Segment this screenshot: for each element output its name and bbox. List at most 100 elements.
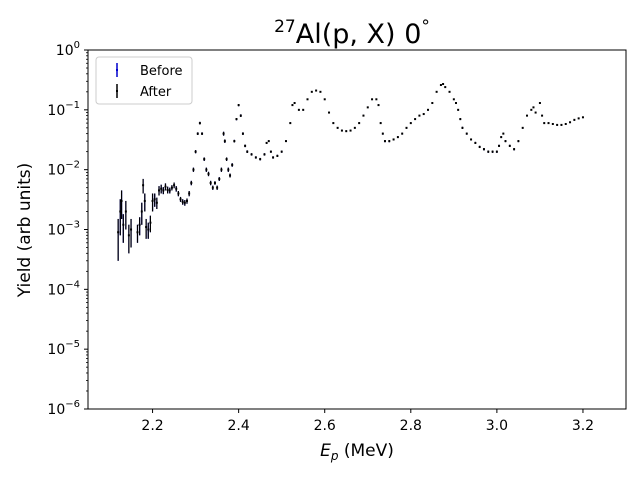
x-tick-label: 2.4 (228, 418, 250, 434)
y-tick-group: 100 10−1 10−2 10−3 10−4 10−5 10−6 (47, 40, 88, 418)
data-point (136, 231, 139, 234)
data-point (291, 104, 294, 107)
data-point (284, 140, 287, 143)
data-point (461, 126, 464, 129)
data-point (538, 102, 541, 105)
data-point (534, 111, 537, 114)
y-tick-label: 10−1 (47, 100, 80, 119)
data-point (448, 90, 451, 93)
x-tick-label: 2.2 (141, 418, 163, 434)
data-point (366, 106, 369, 109)
data-point (392, 138, 395, 141)
data-point (222, 132, 225, 135)
data-point (263, 153, 266, 156)
title-angle-unit: ° (421, 17, 430, 37)
data-point (470, 138, 473, 141)
data-point (487, 150, 490, 153)
data-point (315, 89, 318, 92)
data-point (349, 129, 352, 132)
data-point (551, 122, 554, 125)
x-tick-label: 2.6 (314, 418, 336, 434)
y-axis-label: Yield (arb units) (15, 163, 35, 299)
y-tick-label: 10−4 (47, 279, 80, 298)
data-point (310, 90, 313, 93)
data-point (532, 106, 535, 109)
data-point (302, 108, 305, 111)
data-point (160, 187, 163, 190)
data-point (213, 181, 216, 184)
data-point (211, 186, 214, 189)
data-point (119, 210, 122, 213)
data-point (569, 121, 572, 124)
data-point (289, 122, 292, 125)
data-point (246, 150, 249, 153)
x-label-symbol: E (320, 441, 331, 461)
data-point (147, 228, 150, 231)
data-point (190, 181, 193, 184)
x-tick-group: 2.2 2.4 2.6 2.8 3.0 3.2 (141, 409, 594, 434)
data-point (218, 177, 221, 180)
data-point (164, 185, 167, 188)
data-point (140, 210, 143, 213)
data-point (388, 140, 391, 143)
data-point (173, 184, 176, 187)
title-reaction: Al(p, X) (296, 19, 396, 50)
data-point (498, 144, 501, 147)
data-point (474, 141, 477, 144)
data-point (526, 114, 529, 117)
chart-title: 27Al(p, X) 0° (274, 17, 430, 50)
data-point (259, 158, 262, 161)
data-point (254, 156, 257, 159)
y-tick-label: 10−3 (47, 220, 80, 239)
legend-item-before: Before (116, 63, 183, 79)
title-isotope-superscript: 27 (274, 17, 296, 37)
data-point (418, 114, 421, 117)
data-point (138, 223, 141, 226)
data-point (362, 114, 365, 117)
data-point (328, 111, 331, 114)
data-point (205, 168, 208, 171)
data-point (272, 156, 275, 159)
data-point (414, 118, 417, 121)
title-gap (396, 19, 405, 50)
data-point (577, 117, 580, 120)
data-point (405, 126, 408, 129)
data-point (153, 198, 156, 201)
legend-marker-before (116, 69, 118, 71)
data-point (439, 84, 442, 87)
y-tick-label: 10−2 (47, 160, 80, 179)
data-point (239, 114, 242, 117)
data-point (454, 102, 457, 105)
data-point (465, 132, 468, 135)
data-point (452, 98, 455, 101)
data-point (179, 198, 182, 201)
data-point (181, 200, 184, 203)
data-point (381, 132, 384, 135)
data-point (151, 199, 154, 202)
data-point (401, 132, 404, 135)
data-point (241, 132, 244, 135)
data-point (225, 158, 228, 161)
data-point (196, 132, 199, 135)
plot-frame (87, 49, 627, 410)
data-point (297, 108, 300, 111)
data-point (188, 192, 191, 195)
data-point (237, 104, 240, 107)
data-point (269, 150, 272, 153)
title-angle: 0 (404, 19, 421, 50)
x-tick-label: 2.8 (400, 418, 422, 434)
data-point (377, 104, 380, 107)
data-point (500, 136, 503, 139)
data-point (158, 189, 161, 192)
data-point (508, 144, 511, 147)
data-point (203, 158, 206, 161)
data-point (122, 223, 125, 226)
x-tick-label: 3.0 (486, 418, 508, 434)
data-point (530, 108, 533, 111)
data-point (233, 140, 236, 143)
data-point (319, 90, 322, 93)
data-point (162, 189, 165, 192)
data-point (194, 150, 197, 153)
data-point (573, 118, 576, 121)
data-point (358, 122, 361, 125)
